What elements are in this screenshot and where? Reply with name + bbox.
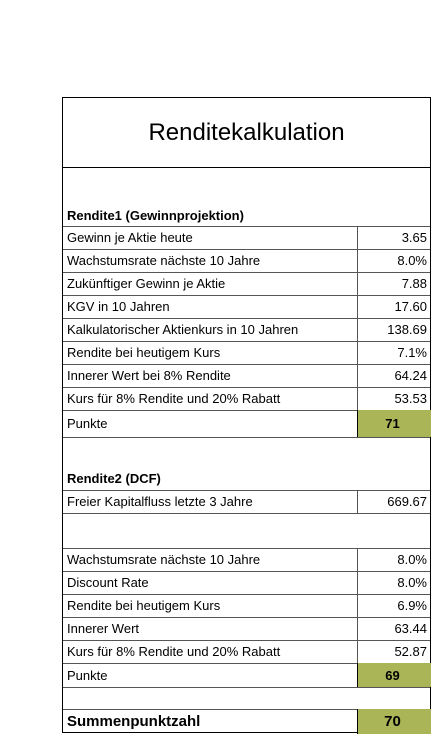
row-value: 3.65 — [357, 226, 431, 249]
row-border — [63, 341, 430, 342]
row-border — [63, 594, 430, 595]
row-border — [63, 663, 430, 664]
score-value: 69 — [357, 663, 431, 687]
section-heading: Rendite2 (DCF) — [67, 470, 161, 486]
row-border — [63, 318, 430, 319]
row-border — [63, 387, 430, 388]
row-border — [63, 226, 430, 227]
total-label: Summenpunktzahl — [67, 713, 201, 730]
row-label: Kurs für 8% Rendite und 20% Rabatt — [67, 391, 281, 406]
row-border — [63, 490, 430, 491]
row-border — [63, 548, 430, 549]
row-label: Gewinn je Aktie heute — [67, 230, 193, 245]
row-border — [63, 272, 430, 273]
row-border — [63, 687, 430, 688]
row-value: 17.60 — [357, 295, 431, 318]
score-label: Punkte — [67, 667, 108, 683]
row-label: Wachstumsrate nächste 10 Jahre — [67, 253, 261, 268]
row-label: Innerer Wert — [67, 621, 140, 636]
score-value: 71 — [357, 410, 431, 437]
row-border — [63, 437, 430, 438]
total-value: 70 — [357, 709, 431, 734]
row-label: Freier Kapitalfluss letzte 3 Jahre — [67, 494, 253, 509]
sheet-title: Renditekalkulation — [63, 98, 430, 168]
row-border — [63, 364, 430, 365]
row-value: 8.0% — [357, 249, 431, 272]
row-border — [63, 295, 430, 296]
row-border — [63, 640, 430, 641]
row-border — [63, 410, 430, 411]
row-border — [63, 617, 430, 618]
row-value: 8.0% — [357, 571, 431, 594]
row-value: 7.1% — [357, 341, 431, 364]
row-label: Rendite bei heutigem Kurs — [67, 345, 221, 360]
row-value: 669.67 — [357, 490, 431, 513]
row-label: Zukünftiger Gewinn je Aktie — [67, 276, 226, 291]
row-label: Wachstumsrate nächste 10 Jahre — [67, 552, 261, 567]
row-border — [63, 513, 430, 514]
row-value: 7.88 — [357, 272, 431, 295]
row-value: 53.53 — [357, 387, 431, 410]
row-label: Kurs für 8% Rendite und 20% Rabatt — [67, 644, 281, 659]
row-label: Discount Rate — [67, 575, 149, 590]
row-border — [63, 249, 430, 250]
spreadsheet: Renditekalkulation Rendite1 (Gewinnproje… — [62, 97, 431, 734]
row-label: Rendite bei heutigem Kurs — [67, 598, 221, 613]
row-label: Kalkulatorischer Aktienkurs in 10 Jahren — [67, 322, 299, 337]
row-label: Innerer Wert bei 8% Rendite — [67, 368, 231, 383]
row-value: 138.69 — [357, 318, 431, 341]
row-label: KGV in 10 Jahren — [67, 299, 170, 314]
score-label: Punkte — [67, 416, 108, 431]
row-value: 52.87 — [357, 640, 431, 663]
row-border — [63, 571, 430, 572]
row-border — [63, 709, 430, 710]
section-heading: Rendite1 (Gewinnprojektion) — [67, 207, 244, 223]
row-value: 8.0% — [357, 548, 431, 571]
row-value: 6.9% — [357, 594, 431, 617]
row-value: 63.44 — [357, 617, 431, 640]
row-value: 64.24 — [357, 364, 431, 387]
